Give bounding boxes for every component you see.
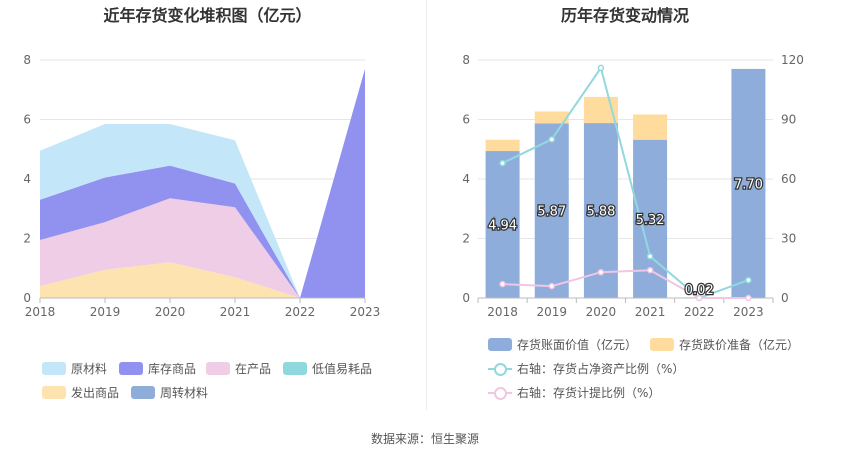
right-y2-tick-label: 0 — [781, 291, 789, 305]
provision-ratio-point — [745, 294, 752, 302]
bar-value-label: 5.32 — [636, 213, 665, 228]
bar-value-label: 5.87 — [537, 205, 566, 220]
left-legend-item[interactable]: 发出商品 — [42, 384, 119, 401]
left-area-0 — [40, 262, 365, 298]
right-y2-tick-label: 120 — [781, 53, 804, 67]
legend-swatch — [650, 338, 674, 351]
panel-divider — [426, 0, 427, 410]
left-legend-item[interactable]: 在产品 — [206, 360, 271, 377]
asset-ratio-line — [502, 65, 749, 300]
legend-swatch — [42, 386, 66, 399]
right-y-tick-label: 8 — [462, 53, 470, 67]
left-y-tick-label: 8 — [23, 53, 31, 67]
left-x-tick-label: 2023 — [350, 305, 381, 319]
left-area-2 — [40, 68, 365, 299]
right-y-tick-label: 4 — [462, 172, 470, 186]
bar-value-label: 7.70 — [734, 177, 763, 192]
legend-swatch — [131, 386, 155, 399]
right-legend-item[interactable]: 右轴：存货计提比例（%） — [488, 384, 660, 401]
right-legend-item[interactable]: 存货跌价准备（亿元） — [650, 336, 799, 353]
right-y2-tick-label: 90 — [781, 113, 796, 127]
legend-label: 原材料 — [71, 362, 108, 376]
impairment-provision-bar — [633, 114, 668, 140]
legend-swatch — [206, 362, 230, 375]
legend-swatch — [488, 338, 512, 351]
inventory-value-bar — [534, 123, 569, 299]
left-legend-item[interactable]: 库存商品 — [119, 360, 196, 377]
inventory-value-bar — [583, 123, 618, 298]
right-x-tick-label: 2018 — [487, 305, 518, 319]
legend-swatch — [42, 362, 66, 375]
legend-swatch — [488, 362, 512, 376]
left-y-tick-label: 2 — [23, 232, 31, 246]
impairment-provision-bar — [534, 111, 569, 124]
provision-ratio-point — [646, 266, 654, 274]
legend-label: 周转材料 — [160, 386, 209, 400]
asset-ratio-point — [646, 253, 654, 260]
left-y-tick-label: 4 — [23, 172, 31, 186]
left-y-tick-label: 0 — [23, 291, 31, 305]
legend-label: 低值易耗品 — [312, 362, 373, 376]
legend-label: 存货跌价准备（亿元） — [679, 338, 800, 352]
right-y-tick-label: 2 — [462, 232, 470, 246]
right-chart-title: 历年存货变动情况 — [560, 6, 689, 25]
right-x-tick-label: 2023 — [733, 305, 764, 319]
left-y-tick-label: 6 — [23, 113, 31, 127]
right-y2-tick-label: 30 — [781, 232, 796, 246]
left-x-tick-label: 2018 — [25, 305, 56, 319]
left-area-1 — [40, 198, 365, 298]
inventory-value-bar — [485, 151, 520, 298]
right-y-tick-label: 6 — [462, 113, 470, 127]
legend-label: 右轴：存货占净资产比例（%） — [517, 362, 685, 376]
asset-ratio-point — [745, 276, 752, 284]
left-legend-item[interactable]: 原材料 — [42, 360, 107, 377]
right-x-tick-label: 2019 — [536, 305, 567, 319]
right-x-tick-label: 2020 — [586, 305, 617, 319]
left-x-tick-label: 2021 — [220, 305, 251, 319]
bar-value-label: 0.02 — [685, 283, 714, 298]
right-x-tick-label: 2021 — [635, 305, 666, 319]
legend-swatch — [488, 386, 512, 400]
left-x-tick-label: 2020 — [155, 305, 186, 319]
right-x-tick-label: 2022 — [684, 305, 715, 319]
impairment-provision-bar — [485, 139, 520, 152]
left-x-tick-label: 2022 — [285, 305, 316, 319]
provision-ratio-point — [499, 280, 506, 288]
provision-ratio-point — [696, 294, 703, 302]
legend-label: 右轴：存货计提比例（%） — [517, 386, 661, 400]
bar-value-label: 5.88 — [586, 205, 615, 220]
asset-ratio-point — [548, 136, 555, 143]
legend-label: 存货账面价值（亿元） — [517, 338, 638, 352]
left-chart-title: 近年存货变化堆积图（亿元） — [103, 6, 312, 25]
left-legend-item[interactable]: 低值易耗品 — [283, 360, 372, 377]
right-legend-item[interactable]: 存货账面价值（亿元） — [488, 336, 637, 353]
right-y-tick-label: 0 — [462, 291, 470, 305]
legend-label: 在产品 — [235, 362, 272, 376]
provision-ratio-point — [597, 268, 605, 276]
right-legend-item[interactable]: 右轴：存货占净资产比例（%） — [488, 360, 684, 377]
left-legend-item[interactable]: 周转材料 — [131, 384, 208, 401]
asset-ratio-point — [597, 64, 605, 72]
legend-swatch — [283, 362, 307, 375]
data-source-note: 数据来源：恒生聚源 — [370, 432, 479, 446]
right-y2-tick-label: 60 — [781, 172, 796, 186]
left-x-tick-label: 2019 — [90, 305, 121, 319]
inventory-value-bar — [731, 68, 766, 298]
asset-ratio-point — [499, 159, 506, 167]
charts-canvas: 0 2 4 6 8 2018 2019 2020 2021 2022 2023 0 2 4 6 8 0 30 60 9… — [23, 53, 804, 319]
bar-value-label: 4.94 — [488, 219, 517, 234]
legend-label: 发出商品 — [71, 386, 120, 400]
left-area-3 — [40, 68, 365, 299]
legend-label: 库存商品 — [148, 362, 197, 376]
provision-ratio-line — [502, 269, 749, 299]
provision-ratio-point — [548, 282, 555, 290]
legend-swatch — [119, 362, 143, 375]
